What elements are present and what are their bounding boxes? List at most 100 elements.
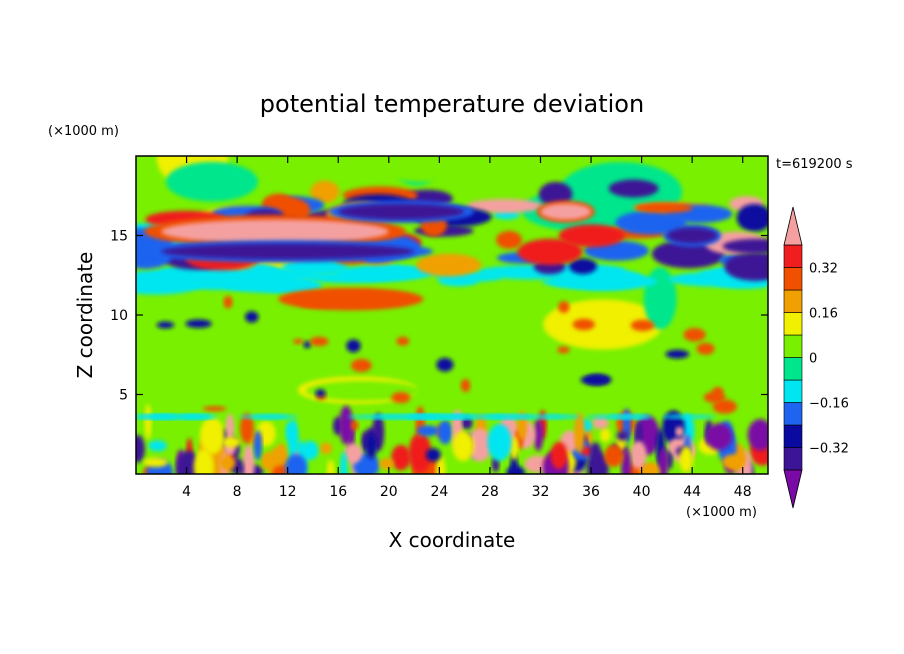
x-axis: 4 8 12 16 20 24 28 32 36 40 44 48 [182, 156, 752, 500]
heat-blob [621, 448, 632, 474]
colorbar-max-arrow [783, 206, 803, 246]
colorbar-segment [783, 244, 803, 268]
heat-blob [615, 210, 687, 235]
heat-blob [658, 447, 669, 474]
heat-blob [747, 419, 768, 451]
heat-blob [223, 295, 233, 309]
colorbar-segment [783, 289, 803, 313]
heat-blob [326, 459, 335, 474]
heat-blob [143, 457, 169, 468]
heat-blob [646, 357, 676, 378]
heat-blob [285, 421, 295, 443]
colorbar-tick-label: 0 [809, 352, 817, 367]
heat-blob [391, 444, 411, 471]
heat-blob [319, 442, 333, 455]
x-tick-label: 12 [279, 484, 297, 500]
y-tick-label: 10 [110, 308, 128, 324]
y-unit-label: (×1000 m) [48, 124, 119, 139]
heat-blob [437, 420, 453, 445]
heat-blob [466, 428, 493, 462]
heat-blob [335, 265, 430, 282]
heat-blob [452, 430, 475, 462]
x-tick-label: 8 [233, 484, 242, 500]
heat-blob [665, 349, 690, 359]
heat-blob [616, 431, 629, 441]
heat-blob [557, 346, 570, 354]
heat-blob [202, 406, 227, 412]
heat-blob [344, 443, 363, 464]
heat-blob [590, 442, 601, 463]
heat-blob [558, 224, 625, 248]
colorbar-segment [783, 447, 803, 471]
heat-blob [666, 227, 718, 244]
heat-blob [599, 427, 611, 443]
colorbar-tick-label: −0.32 [809, 442, 849, 457]
heat-blob [465, 199, 543, 213]
heat-blob [282, 259, 349, 276]
x-tick-label: 28 [481, 484, 499, 500]
heat-blob [592, 416, 609, 430]
heat-blob [496, 230, 523, 249]
heat-blob [630, 319, 655, 332]
heat-blob [558, 300, 570, 313]
heat-blob [568, 258, 597, 275]
heat-blob [315, 389, 326, 397]
heat-blob [540, 203, 592, 220]
heat-blob [487, 423, 512, 462]
heat-blob [550, 441, 568, 469]
heat-blob [712, 399, 738, 414]
heat-blob [350, 358, 372, 373]
heat-blob [185, 319, 212, 329]
heat-blob [222, 436, 241, 448]
x-tick-label: 4 [182, 484, 191, 500]
x-tick-label: 44 [683, 484, 701, 500]
colorbar-segment [783, 267, 803, 291]
heat-blob [543, 299, 663, 350]
chart-title: potential temperature deviation [260, 90, 644, 118]
heat-blob [675, 426, 684, 437]
x-unit-label: (×1000 m) [686, 505, 757, 520]
heat-blob [736, 203, 768, 232]
heat-blob [136, 414, 177, 419]
heat-blob [156, 321, 175, 329]
colorbar-segment [783, 379, 803, 403]
heat-blob [193, 448, 214, 474]
heat-blob [253, 430, 262, 461]
y-axis-label: Z coordinate [73, 252, 97, 379]
colorbar-tick-label: 0.32 [809, 262, 838, 277]
colorbar-segment [783, 357, 803, 381]
heat-blob [199, 417, 225, 455]
heat-blob [580, 446, 593, 457]
heat-blob [460, 416, 473, 430]
heat-blob [310, 180, 340, 204]
colorbar-min-arrow [783, 469, 803, 509]
y-tick-label: 5 [119, 388, 128, 404]
heat-blob [148, 440, 167, 452]
heat-blob [638, 464, 660, 474]
heat-blob [338, 203, 465, 220]
heat-blob [696, 342, 715, 355]
y-tick-label: 15 [110, 229, 128, 245]
heat-blob [161, 243, 415, 260]
x-tick-label: 36 [582, 484, 600, 500]
heat-blob [350, 420, 359, 431]
heat-blob [396, 336, 410, 346]
heat-blob [346, 339, 361, 353]
heat-blob [260, 451, 276, 471]
heat-blob [509, 436, 519, 460]
heat-blob [572, 318, 596, 331]
heat-blob [703, 391, 726, 403]
heat-blob [661, 414, 716, 419]
heat-blob [365, 433, 378, 459]
colorbar-segment [783, 334, 803, 358]
heat-blob [144, 271, 195, 287]
x-axis-label: X coordinate [389, 528, 516, 552]
colorbar: 0.32 0.16 0 −0.16 −0.32 [783, 206, 849, 509]
heat-blob [460, 378, 471, 393]
heat-blob [722, 454, 745, 470]
heat-blob [608, 179, 659, 198]
heat-blob [136, 434, 145, 463]
heat-blob [161, 219, 389, 244]
plot-area [136, 156, 768, 474]
